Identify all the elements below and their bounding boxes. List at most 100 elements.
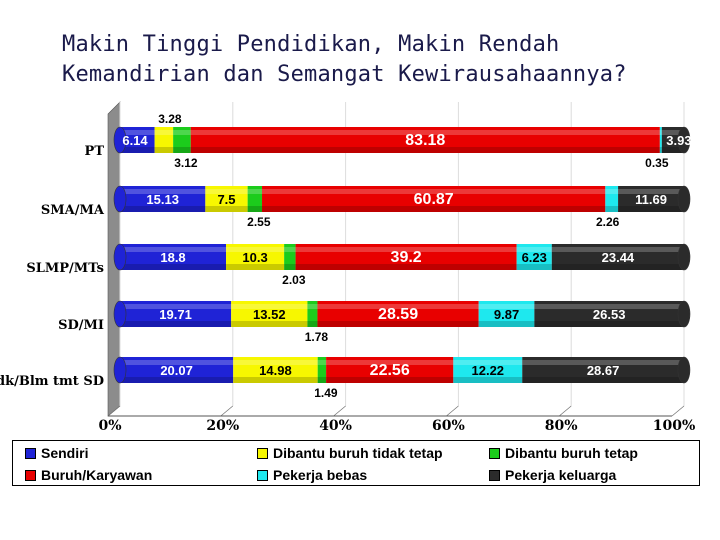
bar-data-label: 1.78: [305, 330, 329, 344]
bar-segment: [478, 301, 535, 327]
bar-data-label: 3.28: [158, 112, 182, 126]
x-tick-label: 20%: [206, 418, 239, 434]
bar-data-label: 2.55: [247, 215, 271, 229]
chart-axes: 0% 20% 40% 60% 80% 100% PT SMA/MA SLMP/MTs SD/MI T…: [0, 144, 695, 434]
bar-highlight: [659, 130, 662, 135]
bar-end-cap: [677, 126, 691, 154]
y-category-label: SMA/MA: [41, 203, 105, 218]
bar-highlight: [154, 130, 174, 135]
bar-highlight: [231, 304, 308, 309]
bar-shadow: [120, 321, 232, 327]
bar-data-label: 39.2: [391, 249, 422, 266]
bar-highlight: [317, 304, 479, 309]
legend-label: Pekerja keluarga: [505, 467, 617, 483]
bar-data-label: 6.23: [522, 250, 547, 265]
bar-highlight: [120, 189, 206, 194]
legend-swatch: [489, 447, 500, 459]
bar-segment: [605, 186, 619, 212]
bar-highlight: [522, 360, 684, 365]
bar-shadow: [522, 377, 684, 383]
bar-data-label: 13.52: [253, 307, 286, 322]
bar-shadow: [120, 377, 234, 383]
bar-data-label: 2.26: [596, 215, 620, 229]
bar-data-label: 10.3: [242, 250, 267, 265]
bar-highlight: [478, 304, 535, 309]
bar-segment: [233, 357, 318, 383]
bar-data-label: 11.69: [635, 192, 667, 207]
bar-segment: [120, 186, 206, 212]
bar-highlight: [120, 304, 232, 309]
legend-swatch: [25, 469, 36, 481]
legend-swatch: [489, 469, 500, 481]
bar-data-label: 7.5: [217, 192, 235, 207]
bar-highlight: [551, 247, 684, 252]
x-tick-mark: [220, 405, 234, 417]
bar-segment: [317, 357, 327, 383]
bar-shadow: [551, 264, 684, 270]
bar-highlight: [233, 360, 318, 365]
bar-segment: [453, 357, 523, 383]
bar-segment: [659, 127, 662, 153]
bar-segment: [534, 301, 684, 327]
x-tick-mark: [558, 405, 572, 417]
bar-shadow: [307, 321, 318, 327]
chart-data-labels: 6.14 3.28 3.12 83.18 0.35 3.93 15.13 7.5 2.55 60.…: [122, 112, 691, 400]
chart-bars: [113, 126, 691, 384]
bar-shadow: [173, 147, 191, 153]
bar-segment: [231, 301, 308, 327]
bar-shadow: [453, 377, 523, 383]
bar-data-label: 1.49: [314, 386, 338, 400]
x-tick-mark: [333, 405, 346, 417]
y-category-label: Tdk/Blm tmt SD: [0, 374, 104, 389]
bar-start-cap: [113, 126, 127, 154]
x-tick-mark: [671, 405, 685, 417]
bar-highlight: [618, 189, 684, 194]
bar-highlight: [173, 130, 191, 135]
legend-item-pekerja-bebas: Pekerja bebas: [257, 467, 367, 483]
bar-segment: [120, 357, 234, 383]
bar-segment: [317, 301, 479, 327]
bar-segment: [307, 301, 318, 327]
bar-data-label: 28.59: [378, 306, 418, 323]
legend-swatch: [257, 447, 268, 459]
x-tick-mark: [446, 405, 459, 417]
bar-start-cap: [113, 243, 127, 271]
bar-shadow: [659, 147, 662, 153]
bar-highlight: [295, 247, 517, 252]
bar-shadow: [284, 264, 296, 270]
y-category-label: SD/MI: [58, 318, 104, 333]
bar-shadow: [326, 377, 454, 383]
bar-shadow: [317, 321, 479, 327]
bar-start-cap: [113, 356, 127, 384]
bar-highlight: [205, 189, 248, 194]
bar-shadow: [534, 321, 684, 327]
legend-label: Buruh/Karyawan: [41, 467, 153, 483]
bar-segment: [247, 186, 263, 212]
bar-data-label: 26.53: [593, 307, 626, 322]
bar-segment: [284, 244, 296, 270]
bar-data-label: 20.07: [160, 363, 193, 378]
chart-legend: Sendiri Dibantu buruh tidak tetap Dibant…: [12, 440, 700, 486]
bar-shadow: [516, 264, 552, 270]
bar-segment: [205, 186, 248, 212]
bar-shadow: [231, 321, 308, 327]
bar-data-label: 23.44: [602, 250, 635, 265]
bar-shadow: [154, 147, 174, 153]
bar-shadow: [295, 264, 517, 270]
bar-data-label: 60.87: [414, 191, 454, 208]
bar-data-label: 3.12: [174, 156, 198, 170]
legend-label: Dibantu buruh tetap: [505, 445, 638, 461]
bar-shadow: [247, 206, 263, 212]
legend-item-dibantu-buruh-tidak-tetap: Dibantu buruh tidak tetap: [257, 445, 443, 461]
x-tick-label: 60%: [432, 418, 465, 434]
bar-end-cap: [677, 185, 691, 213]
bar-data-label: 3.93: [666, 133, 691, 148]
bar-highlight: [120, 247, 227, 252]
bar-highlight: [516, 247, 552, 252]
chart-title-line-2: Kemandirian dan Semangat Kewirausahaanny…: [62, 62, 627, 87]
bar-segment: [262, 186, 606, 212]
bar-highlight: [226, 247, 285, 252]
bar-data-label: 19.71: [159, 307, 192, 322]
bar-shadow: [618, 206, 684, 212]
legend-item-dibantu-buruh-tetap: Dibantu buruh tetap: [489, 445, 638, 461]
